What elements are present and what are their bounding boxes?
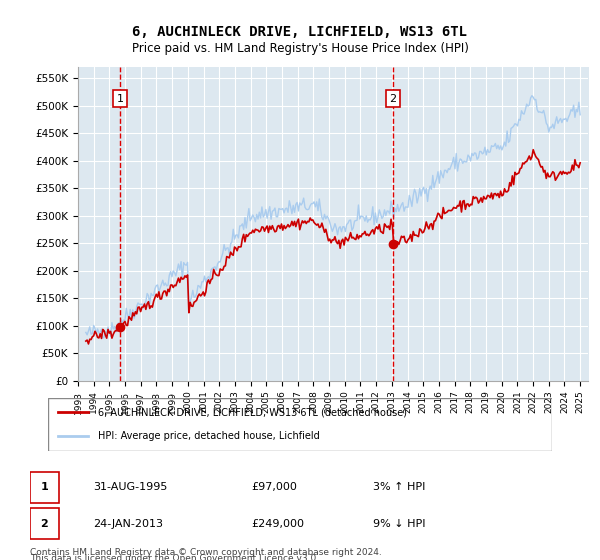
Text: This data is licensed under the Open Government Licence v3.0.: This data is licensed under the Open Gov… bbox=[30, 554, 319, 560]
Text: 1: 1 bbox=[40, 482, 48, 492]
Text: HPI: Average price, detached house, Lichfield: HPI: Average price, detached house, Lich… bbox=[98, 431, 320, 441]
Text: 24-JAN-2013: 24-JAN-2013 bbox=[94, 519, 163, 529]
Bar bbox=[30, 472, 59, 503]
Text: 3% ↑ HPI: 3% ↑ HPI bbox=[373, 482, 425, 492]
Text: 6, AUCHINLECK DRIVE, LICHFIELD, WS13 6TL: 6, AUCHINLECK DRIVE, LICHFIELD, WS13 6TL bbox=[133, 25, 467, 39]
Text: 2: 2 bbox=[389, 94, 397, 104]
Text: 2: 2 bbox=[40, 519, 48, 529]
Text: £97,000: £97,000 bbox=[252, 482, 298, 492]
Text: 6, AUCHINLECK DRIVE, LICHFIELD, WS13 6TL (detached house): 6, AUCHINLECK DRIVE, LICHFIELD, WS13 6TL… bbox=[98, 408, 407, 418]
Text: £249,000: £249,000 bbox=[252, 519, 305, 529]
Bar bbox=[30, 508, 59, 539]
Text: 1: 1 bbox=[116, 94, 124, 104]
Text: Price paid vs. HM Land Registry's House Price Index (HPI): Price paid vs. HM Land Registry's House … bbox=[131, 42, 469, 55]
Text: 9% ↓ HPI: 9% ↓ HPI bbox=[373, 519, 426, 529]
Text: Contains HM Land Registry data © Crown copyright and database right 2024.: Contains HM Land Registry data © Crown c… bbox=[30, 548, 382, 557]
Text: 31-AUG-1995: 31-AUG-1995 bbox=[94, 482, 168, 492]
